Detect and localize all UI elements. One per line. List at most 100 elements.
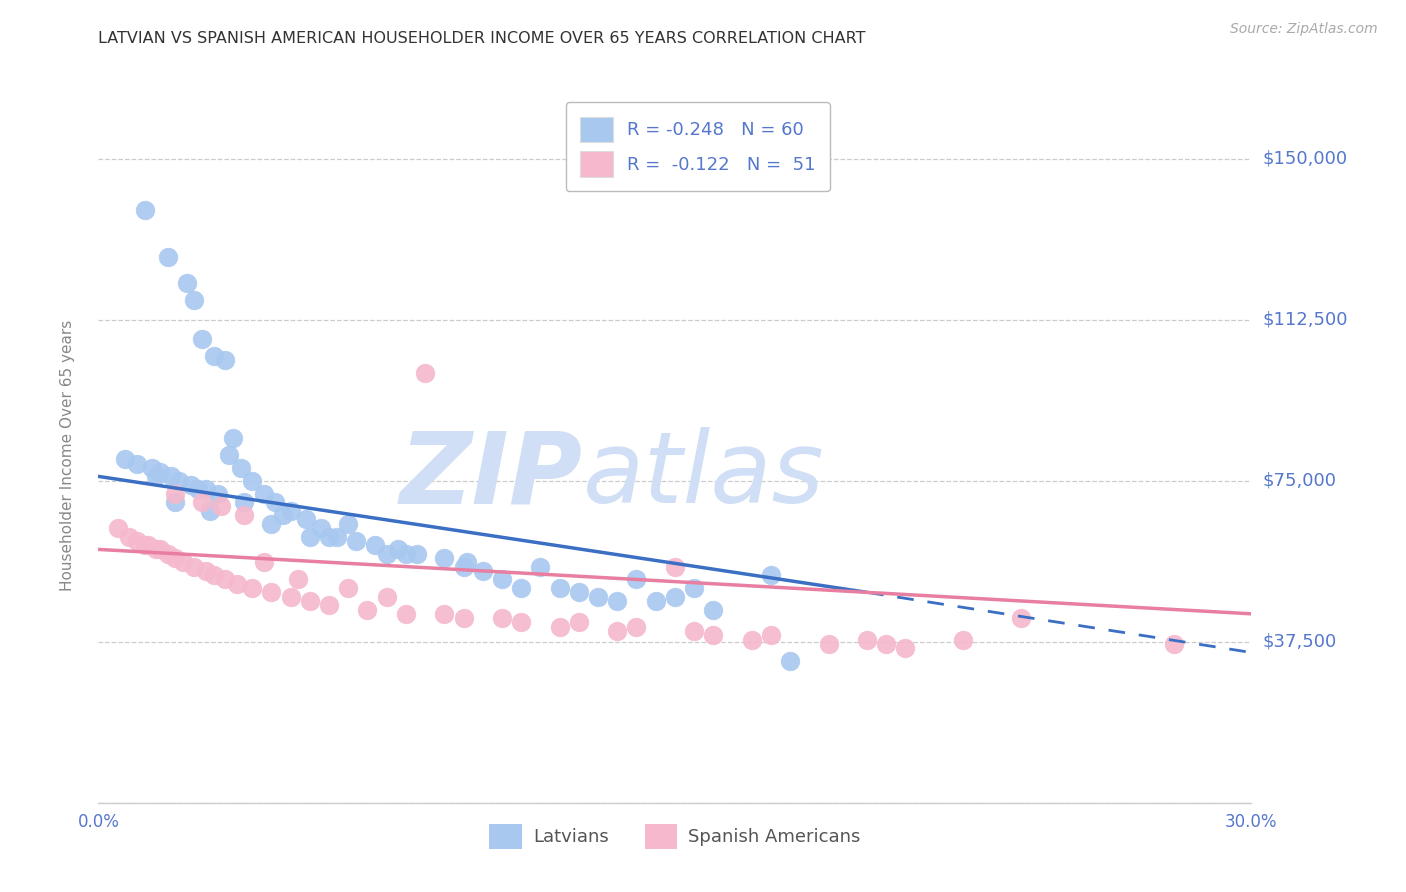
Point — [337, 516, 360, 531]
Point — [141, 460, 163, 475]
Point — [683, 581, 706, 595]
Point — [702, 602, 724, 616]
Point — [149, 465, 172, 479]
Point — [311, 521, 333, 535]
Point — [779, 654, 801, 668]
Text: ZIP: ZIP — [399, 427, 582, 524]
Point — [214, 353, 236, 368]
Point — [218, 448, 240, 462]
Point — [138, 538, 160, 552]
Point — [433, 551, 456, 566]
Point — [183, 293, 205, 308]
Point — [165, 486, 187, 500]
Point — [817, 637, 839, 651]
Point — [344, 533, 367, 548]
Point — [759, 628, 782, 642]
Point — [548, 581, 571, 595]
Point — [149, 542, 172, 557]
Point — [741, 632, 763, 647]
Point — [240, 581, 263, 595]
Point — [318, 529, 340, 543]
Point — [298, 594, 321, 608]
Text: $112,500: $112,500 — [1263, 310, 1348, 328]
Point — [145, 542, 167, 557]
Point — [325, 529, 347, 543]
Point — [395, 547, 418, 561]
Point — [229, 460, 252, 475]
Point — [433, 607, 456, 621]
Point — [1163, 637, 1185, 651]
Point — [264, 495, 287, 509]
Point — [626, 573, 648, 587]
Point — [165, 551, 187, 566]
Point — [952, 632, 974, 647]
Point — [337, 581, 360, 595]
Point — [759, 568, 782, 582]
Point — [453, 559, 475, 574]
Point — [183, 559, 205, 574]
Point — [180, 478, 202, 492]
Legend: Latvians, Spanish Americans: Latvians, Spanish Americans — [482, 816, 868, 856]
Point — [167, 474, 190, 488]
Point — [253, 486, 276, 500]
Point — [364, 538, 387, 552]
Point — [568, 585, 591, 599]
Point — [453, 611, 475, 625]
Point — [606, 624, 628, 638]
Point — [191, 332, 214, 346]
Point — [413, 367, 436, 381]
Point — [1010, 611, 1032, 625]
Point — [195, 564, 218, 578]
Point — [702, 628, 724, 642]
Point — [548, 620, 571, 634]
Point — [298, 529, 321, 543]
Point — [156, 251, 179, 265]
Text: Source: ZipAtlas.com: Source: ZipAtlas.com — [1230, 22, 1378, 37]
Point — [214, 573, 236, 587]
Point — [271, 508, 294, 522]
Point — [233, 495, 256, 509]
Point — [491, 573, 513, 587]
Point — [491, 611, 513, 625]
Point — [209, 500, 232, 514]
Text: $75,000: $75,000 — [1263, 472, 1337, 490]
Point — [202, 349, 225, 363]
Point — [172, 555, 194, 569]
Text: LATVIAN VS SPANISH AMERICAN HOUSEHOLDER INCOME OVER 65 YEARS CORRELATION CHART: LATVIAN VS SPANISH AMERICAN HOUSEHOLDER … — [98, 31, 866, 46]
Point — [471, 564, 494, 578]
Point — [260, 585, 283, 599]
Point — [125, 533, 148, 548]
Point — [295, 512, 318, 526]
Point — [406, 547, 429, 561]
Point — [683, 624, 706, 638]
Point — [225, 576, 247, 591]
Point — [145, 469, 167, 483]
Point — [260, 516, 283, 531]
Point — [387, 542, 409, 557]
Point — [510, 615, 533, 630]
Point — [456, 555, 478, 569]
Point — [187, 483, 209, 497]
Point — [222, 431, 245, 445]
Point — [134, 203, 156, 218]
Point — [586, 590, 609, 604]
Text: atlas: atlas — [582, 427, 824, 524]
Point — [176, 276, 198, 290]
Point — [856, 632, 879, 647]
Point — [160, 469, 183, 483]
Point — [118, 529, 141, 543]
Point — [529, 559, 551, 574]
Point — [664, 590, 686, 604]
Point — [191, 495, 214, 509]
Point — [165, 495, 187, 509]
Point — [114, 452, 136, 467]
Point — [134, 538, 156, 552]
Point — [375, 590, 398, 604]
Point — [233, 508, 256, 522]
Point — [240, 474, 263, 488]
Point — [125, 457, 148, 471]
Point — [107, 521, 129, 535]
Point — [253, 555, 276, 569]
Point — [606, 594, 628, 608]
Point — [356, 602, 378, 616]
